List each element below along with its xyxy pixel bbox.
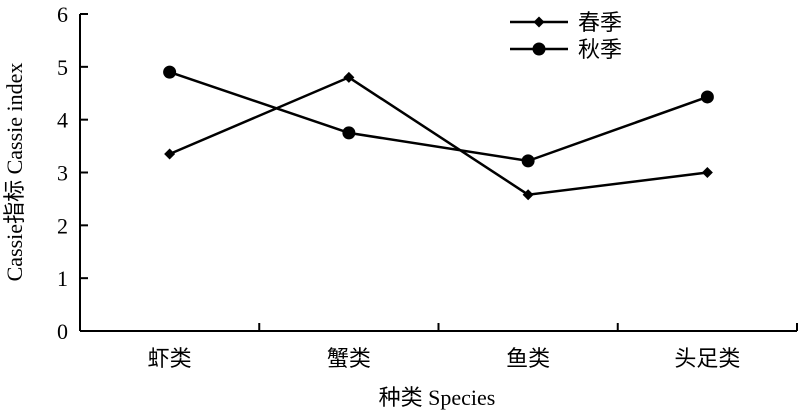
y-ticks: 0 1 2 3 4 5 6 [57,2,88,344]
series-1 [164,71,713,201]
y-tick-label: 0 [57,319,68,344]
legend-label: 秋季 [578,37,622,62]
data-point [163,65,177,79]
legend-item: 秋季 [510,37,622,62]
series-line [169,75,708,196]
data-point [700,90,714,104]
legend-label: 春季 [578,10,622,35]
x-ticks: 虾类 蟹类 鱼类 头足类 [148,323,798,371]
y-tick-label: 3 [57,161,68,186]
x-axis-label: 种类 Species [379,385,496,410]
data-point [164,148,176,160]
legend-item: 春季 [510,10,622,35]
y-axis-label: Cassie指标 Cassie index [2,63,27,282]
x-tick-label: 虾类 [148,346,192,371]
data-point [342,126,356,140]
x-tick-label: 蟹类 [327,346,371,371]
data-point [343,71,355,83]
y-tick-label: 5 [57,55,68,80]
legend-marker [533,16,545,28]
legend-marker [532,42,546,56]
x-tick-label: 鱼类 [506,346,550,371]
series-line [169,70,708,163]
data-point [522,189,534,201]
y-tick-label: 4 [57,108,68,133]
data-point [521,154,535,168]
axes [79,14,797,332]
x-tick-label: 头足类 [674,346,740,371]
y-tick-label: 6 [57,2,68,27]
series-2 [163,65,714,168]
series-group [163,65,714,201]
y-tick-label: 2 [57,213,68,238]
data-point [701,167,713,178]
y-tick-label: 1 [57,266,68,291]
